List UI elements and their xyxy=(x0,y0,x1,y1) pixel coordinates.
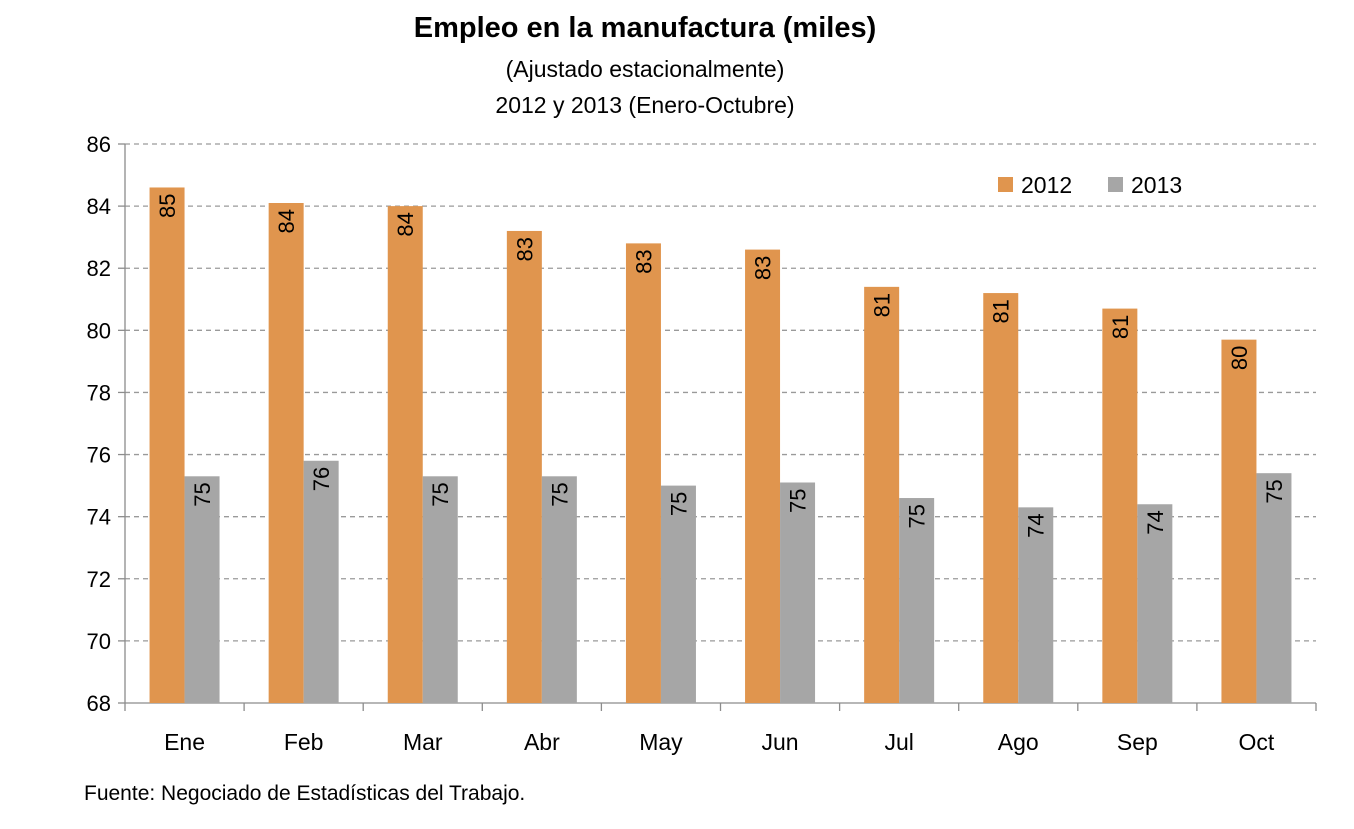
data-label-2013-ene: 75 xyxy=(190,482,215,506)
x-tick-label: Feb xyxy=(284,729,324,755)
data-label-2013-ago: 74 xyxy=(1024,513,1049,537)
chart-subtitle-adjustment: (Ajustado estacionalmente) xyxy=(505,56,785,82)
bar-2012-mar xyxy=(387,206,423,703)
data-label-2013-sep: 74 xyxy=(1143,510,1168,534)
chart-title: Empleo en la manufactura (miles) xyxy=(413,12,877,44)
bar-2013-may xyxy=(660,485,696,703)
bar-2012-jun xyxy=(745,249,781,704)
y-tick-label: 70 xyxy=(87,629,111,654)
x-tick-label: Jun xyxy=(762,729,799,755)
y-tick-label: 80 xyxy=(87,318,111,343)
x-tick-label: Abr xyxy=(524,729,560,755)
bar-2013-ago xyxy=(1018,507,1054,703)
data-label-2013-mar: 75 xyxy=(428,482,453,506)
data-label-2012-oct: 80 xyxy=(1227,346,1252,370)
bar-2013-oct xyxy=(1256,473,1292,703)
bar-2013-mar xyxy=(422,476,458,703)
bar-2013-ene xyxy=(184,476,220,703)
data-label-2012-mar: 84 xyxy=(393,212,418,236)
bar-2012-jul xyxy=(864,286,900,703)
bar-2012-ene xyxy=(149,187,185,703)
bar-2012-abr xyxy=(506,230,542,703)
bar-2013-abr xyxy=(541,476,577,703)
data-label-2013-jun: 75 xyxy=(786,489,811,513)
bar-2012-feb xyxy=(268,203,304,703)
data-label-2012-jun: 83 xyxy=(751,256,776,280)
legend-swatch-2012 xyxy=(998,177,1013,192)
data-label-2012-ago: 81 xyxy=(989,299,1014,323)
x-tick-label: Ago xyxy=(998,729,1039,755)
chart-source-note: Fuente: Negociado de Estadísticas del Tr… xyxy=(84,782,526,805)
data-label-2012-sep: 81 xyxy=(1108,315,1133,339)
y-tick-label: 68 xyxy=(87,691,111,716)
y-tick-label: 82 xyxy=(87,256,111,281)
data-label-2012-jul: 81 xyxy=(870,293,895,317)
legend-label-2013: 2013 xyxy=(1131,172,1182,198)
legend-swatch-2013 xyxy=(1108,177,1123,192)
data-label-2013-oct: 75 xyxy=(1262,479,1287,503)
chart-subtitle-period: 2012 y 2013 (Enero-Octubre) xyxy=(495,92,795,118)
y-tick-label: 78 xyxy=(87,380,111,405)
y-tick-label: 76 xyxy=(87,443,111,468)
data-label-2013-may: 75 xyxy=(666,492,691,516)
bar-2013-sep xyxy=(1137,504,1173,703)
y-tick-label: 74 xyxy=(87,505,111,530)
x-tick-label: Ene xyxy=(164,729,205,755)
data-label-2012-may: 83 xyxy=(631,249,656,273)
x-tick-label: Mar xyxy=(403,729,443,755)
bar-2012-ago xyxy=(983,293,1019,703)
x-tick-label: Oct xyxy=(1239,729,1275,755)
x-tick-label: May xyxy=(639,729,683,755)
data-label-2013-jul: 75 xyxy=(905,504,930,528)
x-tick-label: Jul xyxy=(884,729,913,755)
data-label-2012-abr: 83 xyxy=(512,237,537,261)
bar-2013-jun xyxy=(780,482,816,703)
data-label-2013-feb: 76 xyxy=(309,467,334,491)
y-tick-label: 84 xyxy=(87,194,111,219)
y-tick-label: 86 xyxy=(87,132,111,157)
bar-2012-oct xyxy=(1221,339,1257,703)
bar-2012-may xyxy=(625,243,661,703)
x-tick-label: Sep xyxy=(1117,729,1158,755)
data-label-2012-ene: 85 xyxy=(155,193,180,217)
bar-2013-feb xyxy=(303,460,339,703)
legend-label-2012: 2012 xyxy=(1021,172,1072,198)
data-label-2012-feb: 84 xyxy=(274,209,299,233)
data-label-2013-abr: 75 xyxy=(547,482,572,506)
bar-2012-sep xyxy=(1102,308,1138,703)
y-tick-label: 72 xyxy=(87,567,111,592)
bar-2013-jul xyxy=(899,498,935,703)
